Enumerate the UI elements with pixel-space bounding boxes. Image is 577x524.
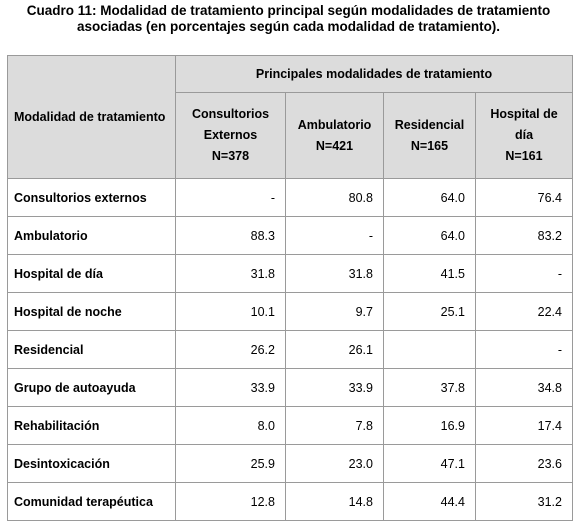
row-label: Hospital de día	[7, 254, 176, 293]
cell-value: 25.1	[383, 292, 476, 331]
table-row: Desintoxicación 25.9 23.0 47.1 23.6	[7, 444, 573, 483]
row-label: Hospital de noche	[7, 292, 176, 331]
cell-value: -	[475, 330, 573, 369]
table-row: Residencial 26.2 26.1 -	[7, 330, 573, 369]
cell-value: 83.2	[475, 216, 573, 255]
table-row: Hospital de día 31.8 31.8 41.5-	[7, 254, 573, 293]
table-row: Grupo de autoayuda 33.9 33.9 37.8 34.8	[7, 368, 573, 407]
cell-value: 9.7	[285, 292, 384, 331]
column-header-line: Hospital de	[490, 107, 558, 121]
cell-value: 33.9	[285, 368, 384, 407]
column-header-line: Externos	[203, 128, 258, 142]
group-header: Principales modalidades de tratamiento	[175, 55, 573, 93]
column-header-line: Residencial	[394, 117, 465, 132]
title: Cuadro 11: Modalidad de tratamiento prin…	[0, 3, 577, 35]
row-label: Rehabilitación	[7, 406, 176, 445]
row-label: Residencial	[7, 330, 176, 369]
cell-value: 80.8	[285, 178, 384, 217]
cell-value: 25.9	[175, 444, 286, 483]
column-header-line: día	[514, 128, 534, 142]
column-header-line: N=421	[315, 138, 354, 153]
cell-value: 14.8	[285, 482, 384, 521]
table-row: Rehabilitación 8.0 7.8 16.9 17.4	[7, 406, 573, 445]
cell-value: 16.9	[383, 406, 476, 445]
row-header: Modalidad de tratamiento	[7, 55, 176, 179]
cell-value: 64.0	[383, 216, 476, 255]
cell-value: 41.5	[383, 254, 476, 293]
cell-value: 10.1	[175, 292, 286, 331]
cell-value: 88.3	[175, 216, 286, 255]
column-header: Ambulatorio N=421	[285, 92, 384, 179]
table-row: Comunidad terapéutica 12.8 14.8 44.4 31.2	[7, 482, 573, 521]
cell-value: 31.2	[475, 482, 573, 521]
cell-value: 23.6	[475, 444, 573, 483]
cell-value: -	[175, 178, 286, 217]
cell-value: 8.0	[175, 406, 286, 445]
table: Modalidad de tratamiento Principales mod…	[7, 55, 573, 521]
cell-value: 34.8	[475, 368, 573, 407]
column-header: Consultorios Externos N=378	[175, 92, 286, 179]
cell-value: 76.4	[475, 178, 573, 217]
table-row: Hospital de noche 10.1 9.7 25.1 22.4	[7, 292, 573, 331]
cell-value: 22.4	[475, 292, 573, 331]
cell-value: 7.8	[285, 406, 384, 445]
title-line: asociadas (en porcentajes según cada mod…	[76, 19, 501, 34]
column-header-line: Ambulatorio	[297, 117, 372, 132]
cell-value: -	[285, 216, 384, 255]
cell-value: 26.2	[175, 330, 286, 369]
cell-value: 17.4	[475, 406, 573, 445]
cell-value: -	[475, 254, 573, 293]
cell-value: 31.8	[285, 254, 384, 293]
column-header-line: N=161	[505, 149, 543, 163]
cell-value: 37.8	[383, 368, 476, 407]
row-label: Comunidad terapéutica	[7, 482, 176, 521]
row-label: Ambulatorio	[7, 216, 176, 255]
cell-value	[383, 330, 476, 369]
column-header-line: N=165	[410, 138, 449, 153]
row-label: Desintoxicación	[7, 444, 176, 483]
table-row: Ambulatorio 88.3-64.0 83.2	[7, 216, 573, 255]
column-header-line: Consultorios	[191, 107, 270, 121]
title-line: Cuadro 11: Modalidad de tratamiento prin…	[26, 3, 551, 18]
cell-value: 23.0	[285, 444, 384, 483]
cell-value: 44.4	[383, 482, 476, 521]
table-row: Consultorios externos -80.8 64.0 76.4	[7, 178, 573, 217]
cell-value: 64.0	[383, 178, 476, 217]
column-header: Hospital de día N=161	[475, 92, 573, 179]
cell-value: 31.8	[175, 254, 286, 293]
cell-value: 47.1	[383, 444, 476, 483]
cell-value: 33.9	[175, 368, 286, 407]
cell-value: 26.1	[285, 330, 384, 369]
row-label: Consultorios externos	[7, 178, 176, 217]
column-header: Residencial N=165	[383, 92, 476, 179]
column-header-line: N=378	[211, 149, 250, 163]
row-label: Grupo de autoayuda	[7, 368, 176, 407]
cell-value: 12.8	[175, 482, 286, 521]
